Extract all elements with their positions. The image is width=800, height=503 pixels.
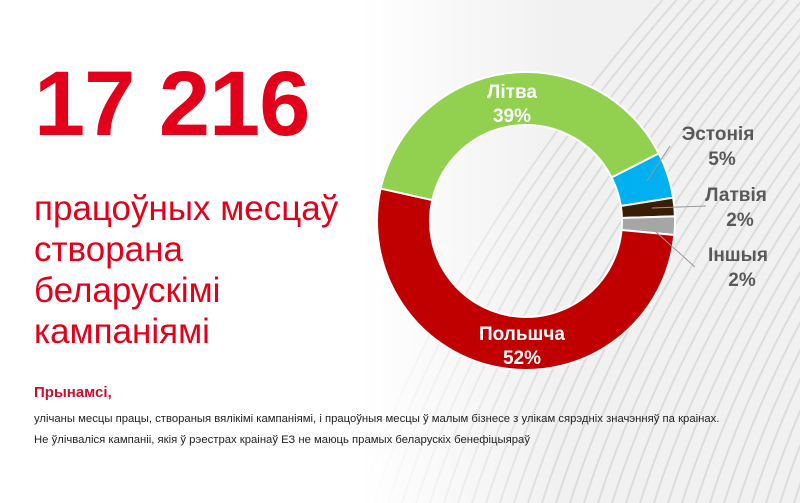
donut-slice-3 (376, 187, 676, 371)
note-text: улічаны месцы працы, створаныя вялікімі … (34, 409, 719, 451)
note-line-2: Не ўлічваліся кампаніі, якія ў рэестрах … (34, 434, 530, 446)
slice-value-label: 5% (708, 149, 736, 170)
leader-line (651, 205, 707, 209)
slice-label: Эстонія (682, 124, 755, 145)
slice-label: Латвія (705, 185, 767, 206)
slice-value-label: 2% (726, 210, 754, 231)
slice-value-label: 39% (493, 106, 531, 127)
headline-subtitle: працоўных месцаў створана беларускімі ка… (34, 189, 339, 351)
slice-label: Літва (487, 82, 537, 103)
slice-value-label: 2% (728, 270, 756, 291)
leader-line (646, 145, 671, 182)
donut-slice-4 (379, 71, 661, 202)
note-line-1: улічаны месцы працы, створаныя вялікімі … (34, 413, 720, 425)
slice-value-label: 52% (503, 348, 541, 369)
slice-label: Польшча (479, 324, 565, 345)
slice-label: Іншыя (708, 245, 768, 266)
headline-number: 17 216 (34, 53, 310, 155)
leader-line (655, 231, 696, 268)
note-title: Прынамсі, (34, 384, 112, 401)
